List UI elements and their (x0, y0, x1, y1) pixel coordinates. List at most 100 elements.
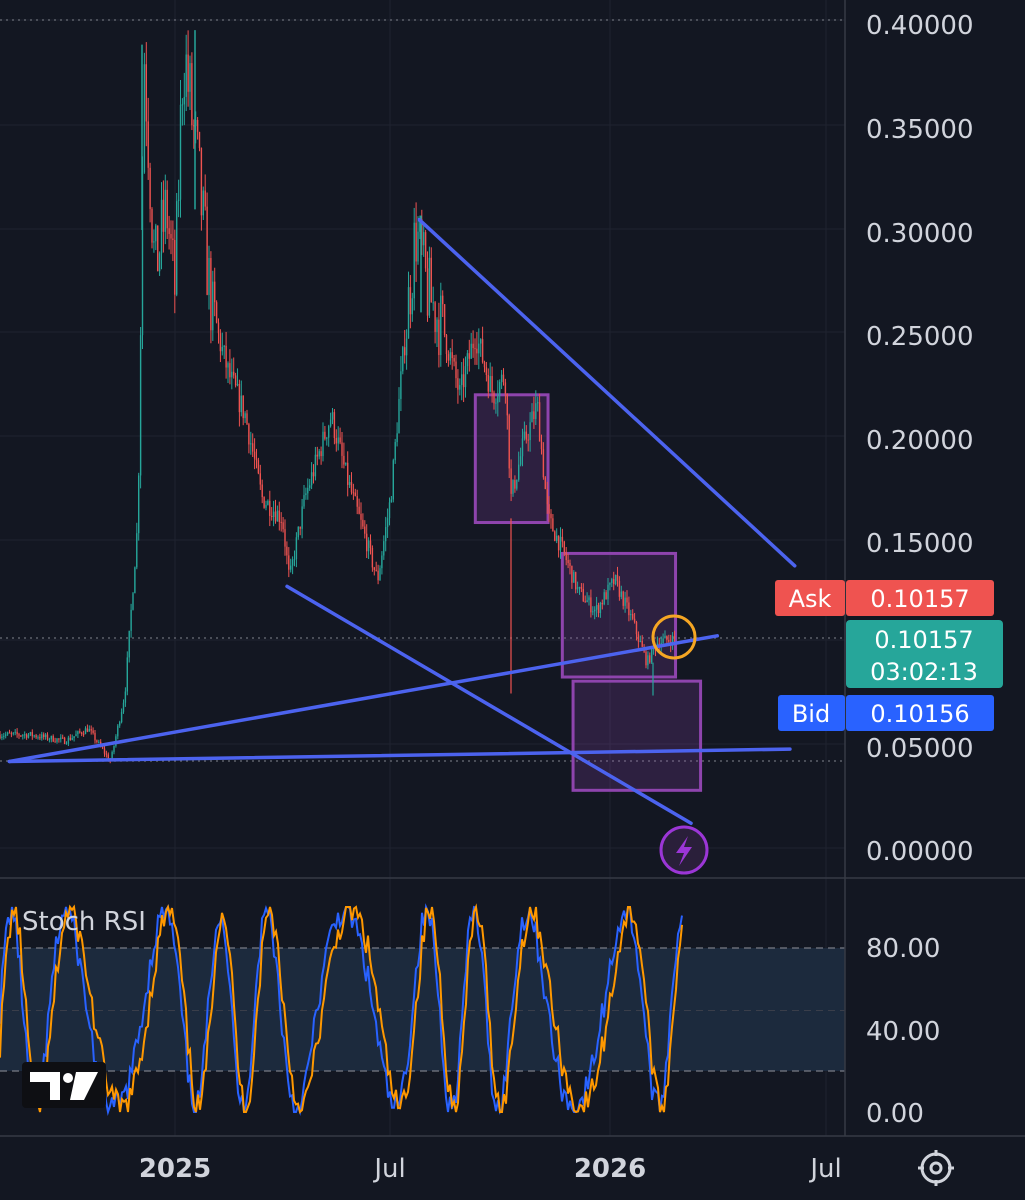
candle-body (312, 472, 315, 477)
candle-body (120, 711, 123, 723)
candle-body (537, 402, 539, 404)
time-axis-label: 2026 (574, 1154, 646, 1184)
candle-body (371, 547, 374, 568)
candle-body (139, 335, 142, 476)
candle-body (645, 651, 647, 666)
stoch-k-line (0, 903, 683, 1116)
candle-body (126, 657, 128, 692)
candle-body (350, 482, 353, 493)
candle-body (461, 374, 463, 386)
price-axis-label: 0.30000 (866, 219, 974, 249)
candle-body (673, 635, 676, 639)
bid-label-group: Bid 0.10156 (778, 695, 994, 731)
candle-body (440, 295, 442, 356)
candle-body (143, 64, 146, 173)
candle-body (607, 584, 609, 600)
trendline (417, 217, 797, 568)
candle-body (584, 601, 586, 603)
last-price-bg (846, 620, 1003, 688)
candle-body (472, 343, 474, 349)
candle-body (286, 546, 288, 556)
candle-body (77, 731, 79, 735)
candle-body (377, 570, 379, 581)
candle-body (411, 298, 413, 315)
candle-body (305, 493, 307, 496)
candle-body (364, 526, 366, 534)
candle-body (565, 552, 567, 561)
candle-body (506, 393, 508, 416)
candle-body (50, 735, 52, 740)
candle-body (571, 565, 573, 583)
candle-body (438, 319, 440, 356)
candle-body (324, 431, 326, 439)
candle-body (345, 462, 347, 465)
candle-body (626, 597, 628, 603)
candle-body (233, 371, 235, 376)
candle-body (529, 422, 531, 441)
gear-icon[interactable] (918, 1150, 954, 1186)
candle-body (141, 172, 144, 336)
candle-body (0, 734, 1, 739)
candle-body (487, 375, 489, 392)
candle-body (419, 219, 421, 232)
candle-body (333, 412, 336, 438)
candle-body (624, 597, 626, 606)
candle-body (225, 345, 227, 368)
trendlines-layer (7, 217, 797, 826)
candle-body (430, 257, 432, 303)
candle-body (284, 529, 286, 547)
candle-body (98, 741, 100, 743)
candle-body (586, 600, 588, 603)
candle-body (69, 737, 71, 740)
candle-body (432, 302, 434, 304)
candle-body (208, 258, 210, 295)
candle-body (409, 287, 412, 315)
candle-body (464, 366, 467, 388)
candle-body (633, 618, 636, 622)
candle-body (521, 438, 524, 457)
candle-body (550, 513, 552, 519)
candle-body (278, 510, 280, 522)
candle-body (265, 504, 267, 508)
candle-body (291, 559, 294, 566)
candle-body (84, 728, 87, 735)
candle-body (145, 64, 147, 122)
candle-body (518, 464, 520, 480)
candle-body (373, 567, 375, 570)
price-axis-label: 0.00000 (866, 837, 974, 867)
candle-body (651, 648, 653, 663)
stoch-axis-label: 40.00 (866, 1017, 940, 1047)
candle-body (383, 541, 385, 556)
candle-body (603, 592, 605, 605)
candle-body (381, 555, 383, 569)
candle-body (217, 322, 220, 334)
zones-layer (473, 393, 703, 792)
candle-body (58, 738, 60, 740)
candle-body (214, 281, 216, 303)
candle-body (618, 580, 621, 597)
candle-body (556, 535, 558, 541)
candle-body (307, 487, 309, 494)
candle-body (502, 374, 505, 383)
candle-body (535, 403, 537, 419)
candle-body (79, 731, 81, 733)
candle-body (198, 131, 201, 148)
lightning-icon[interactable] (659, 825, 709, 875)
candle-body (510, 468, 512, 494)
price-axis-label: 0.15000 (866, 529, 974, 559)
candle-body (388, 502, 391, 519)
candle-body (369, 540, 372, 548)
candle-body (25, 734, 28, 738)
candle-body (421, 219, 423, 246)
candle-body (90, 729, 92, 731)
bar-countdown: 03:02:13 (870, 658, 978, 686)
candle-body (394, 442, 396, 461)
candle-body (215, 302, 218, 323)
candle-body (533, 411, 535, 419)
candle-body (48, 739, 51, 741)
candle-body (147, 121, 149, 168)
candle-body (113, 745, 115, 753)
candle-body (354, 492, 356, 497)
